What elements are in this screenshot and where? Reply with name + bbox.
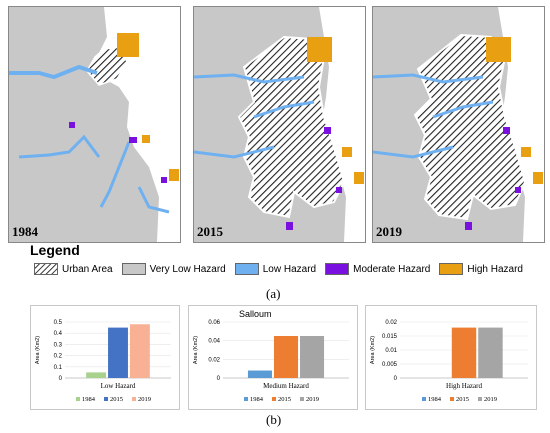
caption-b: (b) (266, 412, 282, 427)
chart-medium-hazard: Salloum Area (Km2) 0 0.02 0.04 0.06 Medium Haz… (188, 305, 358, 410)
y-tick-label: 0.1 (54, 365, 63, 371)
bar-chart-low-hazard: Area (Km2) 0 0.1 0.2 0.3 0.4 0.5 Low Hazard 1984… (35, 320, 171, 403)
legend-swatch (300, 397, 304, 401)
chart-low-hazard: Area (Km2) 0 0.1 0.2 0.3 0.4 0.5 Low Hazard 1984… (30, 305, 180, 410)
bar-2019 (478, 327, 503, 378)
x-axis-label: Medium Hazard (263, 382, 309, 390)
legend-swatch (478, 397, 482, 401)
map-1984-image (9, 7, 180, 242)
bar-chart-medium-hazard: Salloum Area (Km2) 0 0.02 0.04 0.06 Medium Haz… (193, 309, 349, 403)
legend-label: 2015 (456, 396, 469, 403)
y-tick-label: 0.005 (382, 362, 398, 368)
legend-label: 2015 (278, 396, 291, 403)
color-swatch-icon (325, 263, 350, 275)
chart-title: Salloum (239, 309, 272, 319)
y-tick-label: 0 (59, 376, 63, 382)
legend-label: 2015 (110, 396, 123, 403)
map-year-label: 2015 (197, 224, 223, 239)
legend-item-high-hazard: High Hazard (439, 263, 523, 275)
legend-item-urban-area: Urban Area (34, 263, 113, 275)
map-1984: 1984 (8, 6, 181, 243)
legend-label: Low Hazard (262, 263, 317, 275)
legend-label: High Hazard (467, 263, 523, 275)
caption-a: (a) (266, 286, 281, 301)
y-tick-label: 0.04 (208, 339, 220, 345)
hatch-swatch-icon (34, 263, 58, 275)
legend-swatch (104, 397, 108, 401)
y-tick-label: 0.4 (54, 331, 63, 337)
map-2015: 2015 (193, 6, 366, 243)
bar-2015 (108, 327, 128, 378)
y-axis-label: Area (Km2) (193, 336, 199, 364)
y-tick-label: 0.2 (54, 354, 63, 360)
legend-item-very-low-hazard: Very Low Hazard (121, 263, 226, 275)
legend-label: 1984 (82, 396, 96, 403)
bar-1984 (86, 372, 107, 378)
legend-label: Moderate Hazard (353, 263, 431, 275)
map-2015-image (194, 7, 365, 242)
bar-chart-high-hazard: Area (Km2) 0 0.005 0.01 0.015 0.02 High Hazard… (370, 320, 528, 403)
bar-2015 (273, 336, 299, 378)
legend-label: Urban Area (62, 263, 113, 275)
legend-swatch (132, 397, 136, 401)
legend-label: 2019 (484, 396, 497, 403)
legend-label: 2019 (138, 396, 151, 403)
color-swatch-icon (439, 263, 464, 275)
y-tick-label: 0.02 (208, 357, 220, 363)
y-tick-label: 0.015 (382, 334, 398, 340)
bar-2019 (129, 324, 150, 378)
map-2019-image (373, 7, 544, 242)
y-tick-label: 0 (394, 376, 398, 382)
x-axis-label: Low Hazard (101, 382, 136, 390)
legend-swatch (244, 397, 248, 401)
y-axis-label: Area (Km2) (370, 336, 376, 364)
chart-high-hazard: Area (Km2) 0 0.005 0.01 0.015 0.02 High Hazard… (365, 305, 537, 410)
legend-swatch (422, 397, 426, 401)
y-axis-label: Area (Km2) (35, 336, 41, 364)
legend-label: 2019 (306, 396, 319, 403)
legend-item-low-hazard: Low Hazard (234, 263, 317, 275)
map-2019: 2019 (372, 6, 545, 243)
map-year-label: 1984 (12, 224, 38, 239)
bar-2019 (300, 336, 325, 378)
y-tick-label: 0.01 (385, 348, 397, 354)
y-tick-label: 0.06 (208, 320, 220, 326)
bar-1984 (247, 370, 272, 378)
legend-label: Very Low Hazard (149, 263, 226, 275)
legend-swatch (450, 397, 454, 401)
y-tick-label: 0 (217, 376, 221, 382)
legend-label: 1984 (428, 396, 442, 403)
legend-swatch (76, 397, 80, 401)
y-tick-label: 0.3 (54, 342, 63, 348)
x-axis-label: High Hazard (446, 382, 482, 390)
legend-swatch (272, 397, 276, 401)
y-tick-label: 0.02 (385, 320, 397, 326)
legend-title: Legend (30, 242, 80, 258)
map-legend: Urban Area Very Low Hazard Low Hazard Mo… (34, 263, 532, 275)
legend-item-moderate-hazard: Moderate Hazard (325, 263, 430, 275)
bar-2015 (451, 327, 477, 378)
color-swatch-icon (234, 263, 259, 275)
legend-label: 1984 (250, 396, 264, 403)
map-year-label: 2019 (376, 224, 402, 239)
y-tick-label: 0.5 (54, 320, 63, 326)
color-swatch-icon (121, 263, 146, 275)
